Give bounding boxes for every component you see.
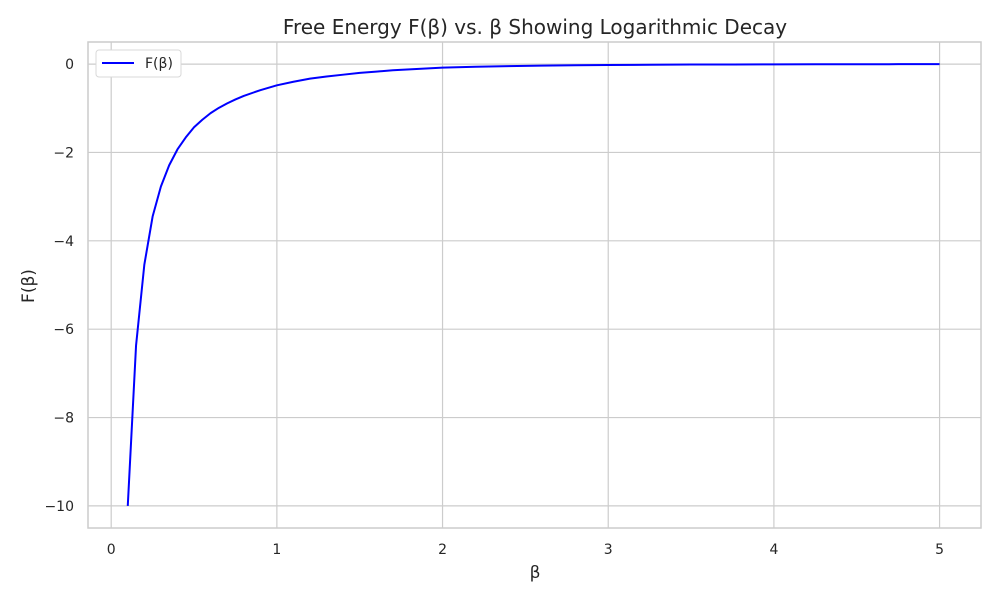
y-axis-label: F(β) [19,269,39,303]
y-tick-label: 0 [65,57,74,73]
series-line [126,63,940,506]
y-tick-label: −8 [53,411,74,427]
y-tick-label: −6 [53,322,74,338]
x-tick-label: 1 [272,542,281,558]
x-axis-label: β [530,563,541,583]
chart-title: Free Energy F(β) vs. β Showing Logarithm… [283,15,787,39]
plot-frame [87,41,982,529]
y-tick-labels: 0 −2 −4 −6 −8 −10 [44,57,74,515]
y-tick-label: −10 [44,499,74,515]
x-tick-label: 5 [935,542,944,558]
x-tick-labels: 0 1 2 3 4 5 [107,542,944,558]
x-tick-label: 0 [107,542,116,558]
series-layer [126,63,940,506]
legend-label: F(β) [145,56,173,72]
y-tick-label: −2 [53,145,74,161]
legend: F(β) [95,49,182,78]
x-tick-label: 4 [769,542,778,558]
legend-box [95,49,182,78]
y-tick-label: −4 [53,234,74,250]
x-tick-label: 2 [438,542,447,558]
x-tick-label: 3 [604,542,613,558]
grid [88,42,981,528]
